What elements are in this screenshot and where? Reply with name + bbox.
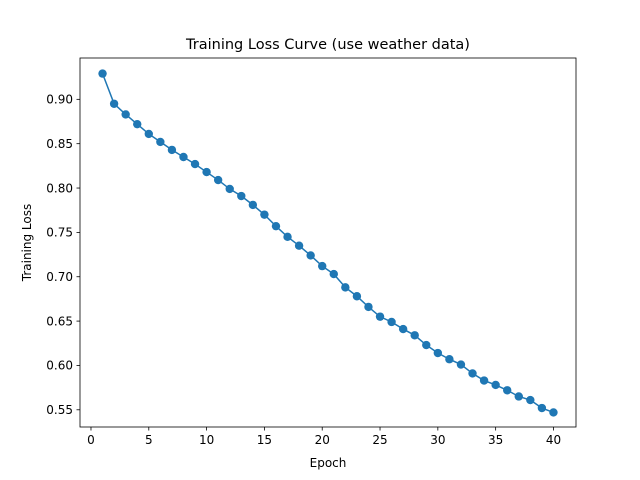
loss-data-point <box>422 340 431 350</box>
x-tick-label: 20 <box>315 433 330 447</box>
loss-data-point <box>202 167 211 177</box>
axes-frame <box>79 57 577 428</box>
x-tick-label: 25 <box>372 433 387 447</box>
loss-data-point <box>364 302 373 312</box>
loss-data-point <box>468 369 477 378</box>
x-tick-label: 5 <box>145 433 153 447</box>
loss-data-point <box>156 137 165 147</box>
loss-data-point <box>225 184 234 194</box>
x-tick-label: 40 <box>546 433 561 447</box>
x-axis: 0 5 10 15 20 25 30 35 40 <box>87 427 561 447</box>
x-tick-label: 0 <box>87 433 95 447</box>
x-tick-label: 35 <box>488 433 503 447</box>
y-tick-label: 0.90 <box>46 93 73 107</box>
loss-data-point <box>98 69 107 78</box>
loss-data-point <box>248 200 258 210</box>
loss-data-point <box>387 317 396 327</box>
x-tick-label: 10 <box>199 433 214 447</box>
loss-data-point <box>398 324 408 334</box>
y-tick-label: 0.80 <box>46 181 73 195</box>
loss-data-point <box>237 191 246 201</box>
loss-data-point <box>271 221 281 231</box>
y-tick-label: 0.55 <box>46 403 73 417</box>
loss-data-point <box>341 283 350 292</box>
loss-series-line <box>101 73 554 414</box>
loss-data-point <box>179 152 188 162</box>
loss-data-point <box>514 392 523 401</box>
y-tick-label: 0.75 <box>46 226 73 240</box>
loss-data-point <box>456 360 466 369</box>
loss-data-point <box>445 355 454 364</box>
y-axis-label: Training Loss <box>20 204 34 282</box>
loss-data-point <box>167 145 177 155</box>
loss-data-point <box>526 395 535 405</box>
loss-data-point <box>491 380 500 390</box>
loss-data-point <box>133 119 142 129</box>
y-tick-label: 0.70 <box>46 270 73 284</box>
loss-data-point <box>410 331 419 340</box>
y-tick-label: 0.60 <box>46 359 73 373</box>
x-tick-label: 15 <box>257 433 272 447</box>
loss-data-point <box>352 292 362 301</box>
loss-data-point <box>190 159 200 169</box>
loss-data-point <box>294 241 304 250</box>
x-axis-label: Epoch <box>310 456 347 470</box>
loss-data-point <box>549 408 558 417</box>
loss-data-point <box>433 348 443 358</box>
loss-data-point <box>329 269 338 279</box>
y-tick-label: 0.65 <box>46 314 73 328</box>
loss-data-point <box>318 261 327 271</box>
loss-data-point <box>109 99 119 108</box>
loss-data-point <box>213 175 223 185</box>
loss-data-point <box>306 251 315 260</box>
loss-data-point <box>144 129 153 139</box>
loss-data-point <box>260 210 269 219</box>
loss-data-point <box>537 403 547 413</box>
y-tick-label: 0.85 <box>46 137 73 151</box>
loss-data-point <box>479 376 489 385</box>
x-tick-label: 30 <box>430 433 445 447</box>
y-axis: 0.55 0.60 0.65 0.70 0.75 0.80 0.85 0.90 <box>46 93 80 417</box>
chart-title: Training Loss Curve (use weather data) <box>185 37 470 53</box>
plot-area <box>98 69 558 417</box>
loss-data-point <box>503 386 512 395</box>
loss-data-point <box>375 312 385 321</box>
loss-data-point <box>283 232 292 242</box>
loss-data-point <box>121 110 130 119</box>
